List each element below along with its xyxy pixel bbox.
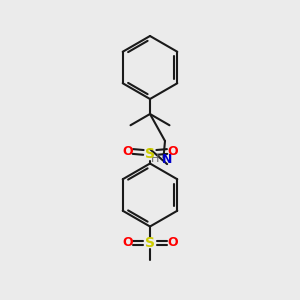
Text: S: S [145, 148, 155, 161]
Text: S: S [145, 236, 155, 250]
Text: O: O [167, 236, 178, 250]
Text: O: O [122, 236, 133, 250]
Text: H: H [151, 154, 159, 164]
Text: O: O [167, 145, 178, 158]
Text: O: O [122, 145, 133, 158]
Text: N: N [162, 152, 172, 166]
